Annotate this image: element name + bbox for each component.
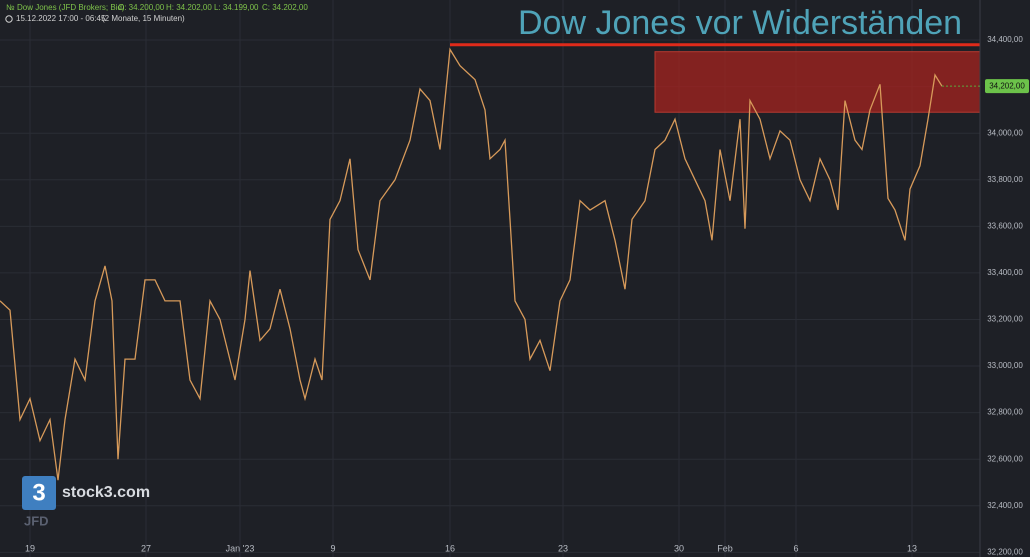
y-tick-label: 34,000,00 [987,128,1023,137]
chart-title: Dow Jones vor Widerständen [518,4,962,42]
price-line [0,47,943,481]
y-tick-label: 32,600,00 [987,454,1023,463]
ohlc-label: O: 34.200,00 [118,3,165,12]
ohlc-label: H: 34.202,00 [166,3,212,12]
y-tick-label: 33,200,00 [987,315,1023,324]
y-tick-label: 33,600,00 [987,221,1023,230]
x-tick-label: 27 [141,543,151,553]
y-tick-label: 34,400,00 [987,35,1023,44]
y-tick-label: 33,000,00 [987,361,1023,370]
x-tick-label: 13 [907,543,917,553]
broker-logo: JFD [24,513,49,528]
x-tick-label: Jan '23 [226,543,255,553]
x-tick-label: 23 [558,543,568,553]
range-label: 15.12.2022 17:00 - 06:45 [16,14,106,23]
logo-mark: 3 [32,479,45,506]
ohlc-label: C: 34.202,00 [262,3,308,12]
ohlc-label: L: 34.199,00 [214,3,259,12]
logo-text: stock3.com [62,484,150,501]
y-tick-label: 32,400,00 [987,501,1023,510]
x-tick-label: 19 [25,543,35,553]
x-tick-label: 30 [674,543,684,553]
y-tick-label: 32,200,00 [987,547,1023,556]
last-price-box [985,79,1029,94]
y-tick-label: 32,800,00 [987,408,1023,417]
instrument: Dow Jones (JFD Brokers; Bid) [17,3,125,12]
symbol-icon: № [6,3,15,12]
y-tick-label: 33,800,00 [987,175,1023,184]
last-price-label: 34,202,00 [989,81,1025,90]
plot [0,43,981,481]
period-label: (2 Monate, 15 Minuten) [102,14,185,23]
x-tick-label: 16 [445,543,455,553]
resistance-zone [654,51,981,113]
x-tick-label: 6 [793,543,798,553]
logo-badge [22,476,56,510]
y-tick-label: 33,400,00 [987,268,1023,277]
x-tick-label: 9 [330,543,335,553]
clock-icon [5,15,13,23]
x-tick-label: Feb [717,543,733,553]
